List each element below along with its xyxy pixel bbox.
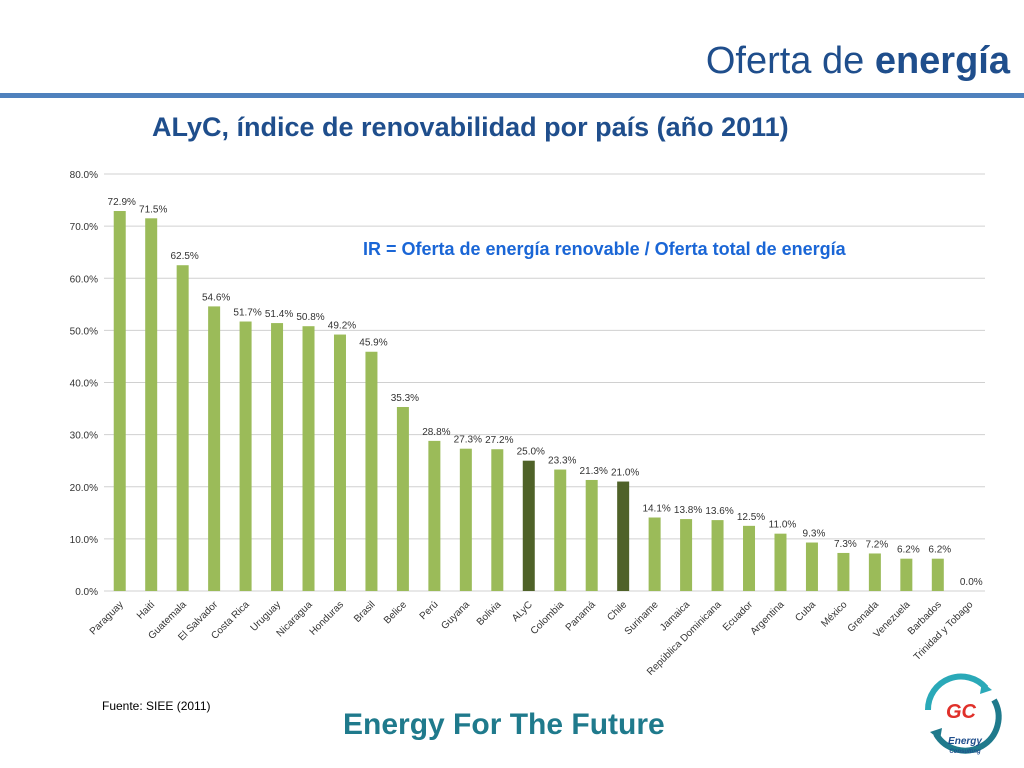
bar-barbados <box>931 558 944 591</box>
x-tick-label: Cuba <box>793 599 818 624</box>
x-tick-label: Colombia <box>529 599 567 637</box>
bar-paraguay <box>113 211 126 592</box>
data-label: 25.0% <box>517 447 545 458</box>
bar-colombia <box>554 469 567 591</box>
data-label: 12.5% <box>737 512 765 523</box>
data-label: 14.1% <box>642 504 670 515</box>
bar-bolivia <box>491 449 504 591</box>
data-label: 49.2% <box>328 321 356 332</box>
chart-title: ALyC, índice de renovabilidad por país (… <box>152 112 789 142</box>
data-label: 54.6% <box>202 292 230 303</box>
x-tick-label: Haití <box>135 599 157 621</box>
logo-arc-bottom <box>933 698 1002 754</box>
data-label: 7.3% <box>834 539 857 550</box>
data-label: 51.4% <box>265 309 293 320</box>
data-label: 28.8% <box>422 427 450 438</box>
bar-grenada <box>868 553 881 591</box>
x-tick-label: Brasil <box>352 599 377 624</box>
data-label: 62.5% <box>170 251 198 262</box>
logo-arrow-bottom <box>930 728 942 740</box>
bar-guyana <box>459 448 472 591</box>
page-title: Oferta de energía <box>706 40 1010 83</box>
data-label: 27.2% <box>485 435 513 446</box>
data-label: 27.3% <box>454 435 482 446</box>
bar-chile <box>617 481 630 591</box>
slogan: Energy For The Future <box>343 708 665 741</box>
logo-letters: GC <box>946 701 977 723</box>
bar-rep-blica-dominicana <box>711 520 724 591</box>
bar-hait- <box>145 218 158 591</box>
x-tick-label: Guyana <box>439 599 472 632</box>
bar-alyc <box>522 460 535 591</box>
data-label: 71.5% <box>139 204 167 215</box>
formula-annotation: IR = Oferta de energía renovable / Ofert… <box>363 239 846 259</box>
y-tick-label: 60.0% <box>70 274 98 285</box>
data-label: 72.9% <box>108 197 136 208</box>
logo-caption-line1: Energy <box>948 736 982 747</box>
page-title-regular: Oferta de <box>705 40 865 82</box>
data-label: 6.2% <box>897 545 920 556</box>
bar-venezuela <box>900 558 913 591</box>
y-tick-label: 40.0% <box>70 379 98 390</box>
bar-argentina <box>774 533 787 591</box>
bar-brasil <box>365 351 378 591</box>
bar-m-xico <box>837 552 850 591</box>
y-tick-label: 20.0% <box>70 483 98 494</box>
title-divider <box>0 93 1024 98</box>
bar-jamaica <box>680 519 693 591</box>
company-logo: GC <box>924 673 1002 754</box>
bar-honduras <box>333 334 346 591</box>
bar-ecuador <box>743 525 756 591</box>
logo-caption-line2: Consulting <box>949 749 981 755</box>
x-tick-label: Chile <box>605 599 629 623</box>
data-label: 23.3% <box>548 456 576 467</box>
y-tick-label: 10.0% <box>70 535 98 546</box>
data-label: 0.0% <box>960 577 983 588</box>
x-tick-label: Bolivia <box>475 599 504 628</box>
logo-arrow-top <box>980 682 992 694</box>
y-tick-label: 70.0% <box>70 222 98 233</box>
x-tick-label: Honduras <box>308 599 346 637</box>
data-label: 6.2% <box>928 545 951 556</box>
data-label: 7.2% <box>865 539 888 550</box>
x-tick-label: Belice <box>382 599 409 626</box>
bar-per- <box>428 440 441 591</box>
logo-caption: Energy Consulting <box>940 737 990 757</box>
bar-cuba <box>805 542 818 591</box>
bar-costa-rica <box>239 321 252 591</box>
bar-guatemala <box>176 265 189 591</box>
bar-uruguay <box>271 323 284 591</box>
bar-panam- <box>585 479 598 591</box>
data-label: 45.9% <box>359 338 387 349</box>
x-tick-label: México <box>819 599 849 629</box>
y-tick-label: 30.0% <box>70 431 98 442</box>
bar-belice <box>396 406 409 591</box>
y-tick-label: 80.0% <box>70 170 98 181</box>
x-tick-label: ALyC <box>510 599 535 624</box>
x-tick-label: Paraguay <box>88 599 126 637</box>
data-label: 13.8% <box>674 505 702 516</box>
logo-arc-top <box>924 673 989 711</box>
bar-el-salvador <box>208 306 221 591</box>
source-note: Fuente: SIEE (2011) <box>102 699 211 713</box>
data-label: 21.3% <box>580 466 608 477</box>
bar-suriname <box>648 517 661 591</box>
y-tick-label: 50.0% <box>70 326 98 337</box>
y-tick-label: 0.0% <box>75 587 98 598</box>
x-tick-label: Trinidad y Tobago <box>912 599 976 663</box>
data-label: 9.3% <box>803 529 826 540</box>
data-label: 11.0% <box>769 520 797 531</box>
bar-chart: 0.0% 10.0% 20.0% 30.0% 40.0% 50.0% 60.0% 70.0% 8… <box>70 170 985 678</box>
x-tick-label: Panamá <box>564 599 598 633</box>
data-label: 21.0% <box>611 468 639 479</box>
x-tick-label: Suriname <box>623 599 661 637</box>
data-label: 35.3% <box>391 393 419 404</box>
data-label: 13.6% <box>705 506 733 517</box>
x-tick-label: Argentina <box>749 599 787 637</box>
data-label: 51.7% <box>233 308 261 319</box>
page-title-bold: energía <box>874 40 1010 82</box>
data-label: 50.8% <box>296 312 324 323</box>
bar-nicaragua <box>302 326 315 591</box>
x-tick-label: Perú <box>418 599 441 622</box>
